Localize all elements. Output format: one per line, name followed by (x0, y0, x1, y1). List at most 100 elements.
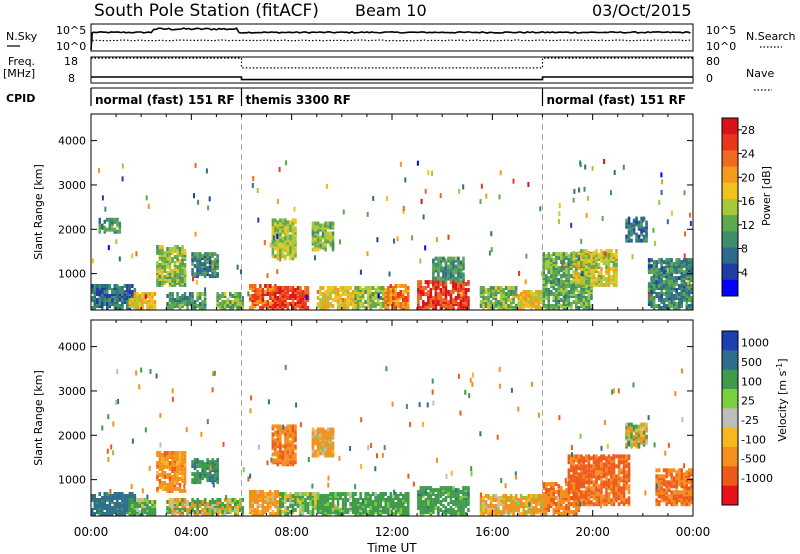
heatmap-cell (281, 236, 285, 241)
heatmap-cell (393, 238, 395, 244)
heatmap-cell (662, 266, 666, 271)
heatmap-cell (326, 427, 330, 432)
heatmap-cell (388, 271, 391, 277)
heatmap-cell (565, 284, 568, 288)
heatmap-cell (648, 292, 651, 298)
heatmap-cell (346, 286, 350, 290)
heatmap-cell (484, 510, 488, 514)
heatmap-cell (437, 492, 440, 496)
heatmap-cell (107, 245, 110, 251)
heatmap-cell (161, 245, 164, 249)
heatmap-cell (575, 294, 578, 298)
heatmap-cell (314, 498, 317, 502)
heatmap-cell (560, 486, 563, 491)
heatmap-cell (339, 512, 342, 516)
heatmap-cell (98, 498, 102, 502)
heatmap-cell (264, 500, 267, 504)
colorbar-swatch (722, 215, 738, 232)
heatmap-cell (247, 291, 250, 297)
heatmap-cell (276, 244, 280, 249)
heatmap-cell (562, 258, 566, 263)
heatmap-cell (387, 286, 390, 290)
heatmap-cell (575, 267, 578, 271)
heatmap-cell (567, 480, 571, 485)
heatmap-cell (316, 492, 320, 496)
heatmap-cell (567, 268, 571, 273)
heatmap-cell (650, 282, 653, 287)
heatmap-cell (284, 432, 287, 437)
heatmap-cell (494, 300, 498, 304)
heatmap-cell (567, 506, 571, 510)
heatmap-cell (459, 490, 463, 494)
heatmap-cell (545, 254, 548, 259)
heatmap-cell (444, 290, 448, 294)
heatmap-cell (667, 282, 671, 287)
heatmap-cell (417, 490, 420, 494)
heatmap-cell (173, 282, 177, 287)
heatmap-cell (176, 486, 179, 491)
heatmap-cell (276, 240, 280, 245)
heatmap-cell (111, 298, 114, 302)
heatmap-cell (394, 292, 398, 296)
heatmap-cell (557, 266, 561, 271)
heatmap-cell (153, 300, 157, 304)
heatmap-cell (580, 257, 583, 261)
heatmap-cell (607, 277, 611, 281)
heatmap-cell (519, 300, 523, 304)
heatmap-cell (281, 492, 285, 496)
heatmap-cell (168, 269, 172, 273)
heatmap-cell (206, 502, 209, 506)
ytick-label: 4000 (58, 135, 86, 148)
heatmap-cell (535, 494, 538, 498)
heatmap-cell (545, 304, 548, 308)
heatmap-cell (306, 306, 310, 310)
heatmap-cell (163, 451, 167, 455)
heatmap-cell (457, 504, 460, 508)
heatmap-cell (462, 500, 465, 504)
heatmap-cell (161, 457, 164, 461)
heatmap-cell (98, 512, 102, 516)
heatmap-cell (587, 279, 591, 283)
heatmap-cell (492, 494, 495, 498)
colorbar-tick-label: 8 (741, 243, 748, 256)
heatmap-cell (575, 271, 578, 275)
heatmap-cell (397, 304, 400, 308)
heatmap-cell (572, 478, 576, 483)
heatmap-cell (183, 451, 187, 455)
heatmap-cell (369, 286, 372, 290)
heatmap-cell (203, 252, 207, 257)
heatmap-cell (291, 504, 295, 508)
heatmap-cell (208, 460, 212, 465)
heatmap-cell (396, 236, 399, 242)
heatmap-cell (502, 294, 505, 298)
heatmap-cell (494, 494, 498, 498)
heatmap-cell (652, 288, 656, 292)
heatmap-cell (555, 288, 558, 292)
heatmap-cell (163, 269, 167, 273)
heatmap-cell (547, 504, 551, 508)
heatmap-cell (585, 212, 588, 218)
heatmap-cell (542, 264, 546, 269)
nave-tick-top: 80 (706, 55, 720, 68)
heatmap-cell (364, 306, 367, 310)
heatmap-cell (601, 216, 604, 221)
heatmap-cell (662, 298, 666, 302)
heatmap-cell (460, 291, 463, 297)
heatmap-cell (630, 232, 633, 237)
heatmap-cell (454, 510, 458, 514)
heatmap-cell (151, 512, 154, 516)
heatmap-cell (176, 292, 179, 296)
heatmap-cell (128, 284, 132, 288)
heatmap-cell (572, 270, 576, 275)
heatmap-cell (259, 293, 262, 299)
heatmap-cell (665, 304, 668, 308)
heatmap-cell (507, 496, 510, 500)
heatmap-cell (269, 512, 272, 516)
heatmap-cell (168, 461, 172, 465)
heatmap-cell (557, 270, 561, 275)
heatmap-cell (143, 498, 147, 502)
heatmap-cell (256, 512, 260, 516)
heatmap-cell (650, 268, 653, 273)
heatmap-cell (269, 490, 272, 494)
heatmap-cell (286, 458, 290, 463)
